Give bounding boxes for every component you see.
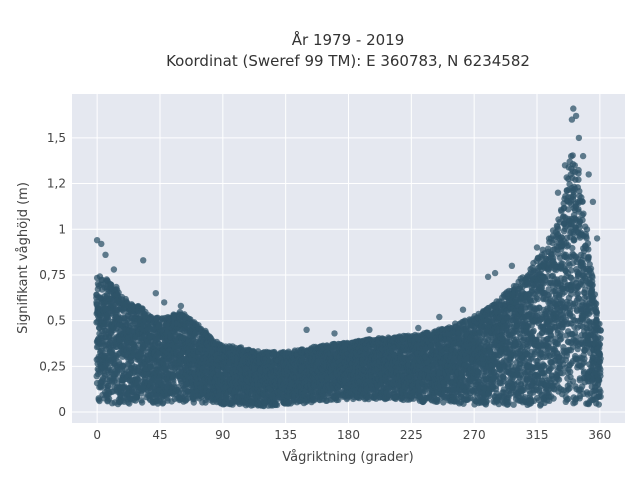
data-point [96,397,103,405]
data-point [126,400,133,407]
data-point [118,389,125,397]
data-points [93,105,604,410]
data-point [132,397,139,404]
data-point [273,401,281,409]
data-point [93,299,100,306]
chart-title-line-1: År 1979 - 2019 [292,30,405,49]
data-point [138,399,146,406]
data-point [115,289,122,296]
chart-title-line-2: Koordinat (Sweref 99 TM): E 360783, N 62… [166,52,530,70]
